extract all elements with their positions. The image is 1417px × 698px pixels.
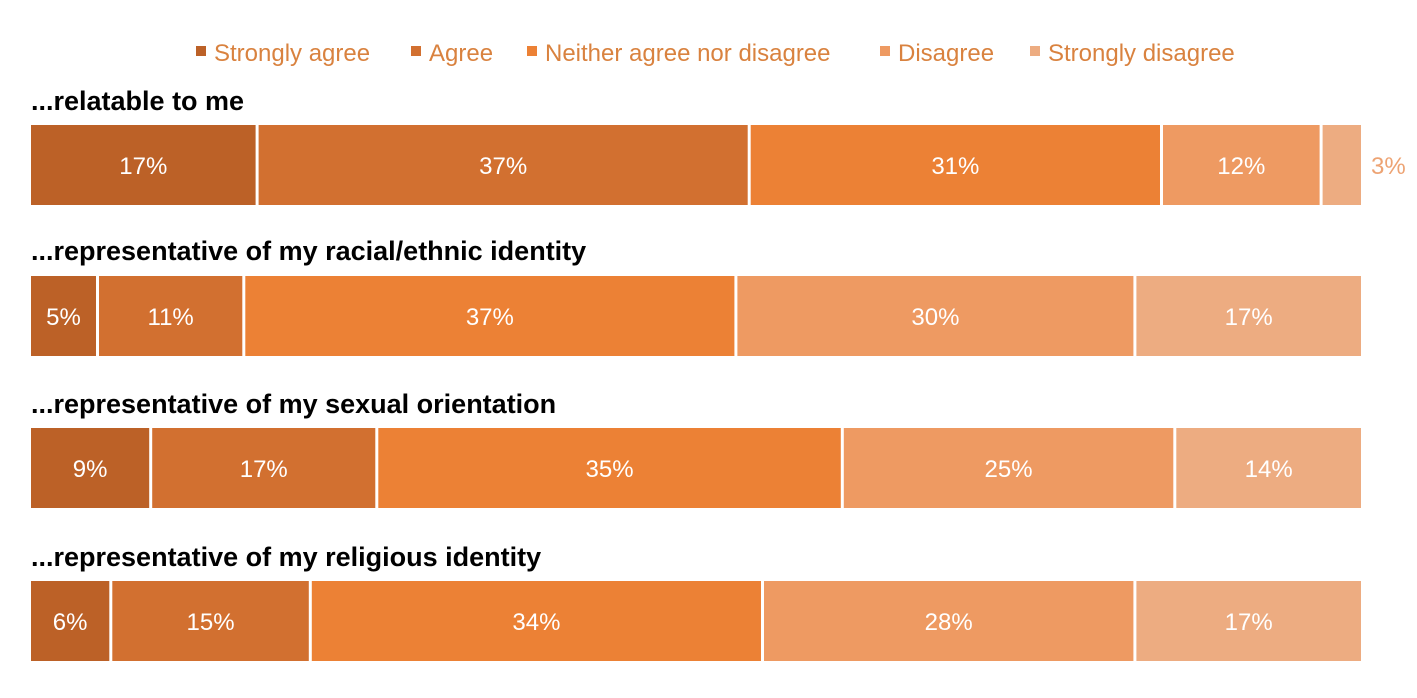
- row-label: ...representative of my racial/ethnic id…: [31, 236, 586, 266]
- bar-segment-strongly-disagree: [1322, 125, 1361, 205]
- legend: Strongly agree Agree Neither agree nor dis…: [196, 40, 1235, 67]
- bar-segment-disagree: [737, 276, 1134, 356]
- legend-swatch: [411, 46, 421, 56]
- chart-row: ...relatable to me 17% 37% 31% 12% 3%: [31, 86, 1406, 205]
- bar-segment-strongly-agree: [31, 581, 110, 661]
- bar-segment-neither-agree-nor-disagree: [750, 125, 1160, 205]
- legend-item-neither-agree-nor-disagree: Neither agree nor disagree: [527, 40, 831, 67]
- data-label: 25%: [985, 456, 1033, 483]
- row-label: ...representative of my religious identi…: [31, 542, 541, 572]
- legend-item-strongly-agree: Strongly agree: [196, 40, 370, 67]
- bar-segment-agree: [112, 581, 309, 661]
- legend-label: Neither agree nor disagree: [545, 40, 831, 67]
- legend-swatch: [196, 46, 206, 56]
- legend-swatch: [527, 46, 537, 56]
- data-label: 15%: [187, 609, 235, 636]
- bar-segment-strongly-agree: [31, 125, 256, 205]
- legend-item-strongly-disagree: Strongly disagree: [1030, 40, 1235, 67]
- chart-rows: ...relatable to me 17% 37% 31% 12% 3% ...repre…: [31, 86, 1406, 661]
- data-label: 9%: [73, 456, 108, 483]
- data-label: 31%: [931, 153, 979, 180]
- data-label: 17%: [119, 153, 167, 180]
- bar-segment-disagree: [764, 581, 1134, 661]
- bar-segment-agree: [99, 276, 243, 356]
- data-label: 3%: [1371, 153, 1406, 180]
- bar-segment-disagree: [1163, 125, 1320, 205]
- bar-segment-neither-agree-nor-disagree: [311, 581, 761, 661]
- legend-label: Disagree: [898, 40, 994, 67]
- bar-segment-strongly-disagree: [1136, 581, 1361, 661]
- data-label: 6%: [53, 609, 88, 636]
- bar-segment-strongly-agree: [31, 428, 150, 508]
- bar-segment-agree: [258, 125, 748, 205]
- data-label: 17%: [240, 456, 288, 483]
- chart-row: ...representative of my sexual orientati…: [31, 389, 1361, 508]
- legend-label: Agree: [429, 40, 493, 67]
- data-label: 11%: [148, 304, 194, 331]
- legend-swatch: [880, 46, 890, 56]
- legend-label: Strongly disagree: [1048, 40, 1235, 67]
- data-label: 5%: [46, 304, 81, 331]
- data-label: 35%: [586, 456, 634, 483]
- data-label: 12%: [1217, 153, 1265, 180]
- chart-row: ...representative of my religious identi…: [31, 542, 1361, 661]
- bar-segment-disagree: [843, 428, 1174, 508]
- bar-segment-neither-agree-nor-disagree: [378, 428, 841, 508]
- legend-item-agree: Agree: [411, 40, 493, 67]
- data-label: 30%: [911, 304, 959, 331]
- legend-swatch: [1030, 46, 1040, 56]
- data-label: 37%: [466, 304, 514, 331]
- bar-segment-agree: [152, 428, 376, 508]
- bar-segment-strongly-agree: [31, 276, 96, 356]
- bar-segment-neither-agree-nor-disagree: [245, 276, 735, 356]
- data-label: 14%: [1245, 456, 1293, 483]
- data-label: 34%: [512, 609, 560, 636]
- data-label: 28%: [925, 609, 973, 636]
- data-label: 17%: [1225, 609, 1273, 636]
- row-label: ...representative of my sexual orientati…: [31, 389, 556, 419]
- legend-item-disagree: Disagree: [880, 40, 994, 67]
- chart-row: ...representative of my racial/ethnic id…: [31, 236, 1361, 356]
- bar-segment-strongly-disagree: [1136, 276, 1361, 356]
- bar-segment-strongly-disagree: [1176, 428, 1361, 508]
- legend-label: Strongly agree: [214, 40, 370, 67]
- data-label: 17%: [1225, 304, 1273, 331]
- data-label: 37%: [479, 153, 527, 180]
- row-label: ...relatable to me: [31, 86, 244, 116]
